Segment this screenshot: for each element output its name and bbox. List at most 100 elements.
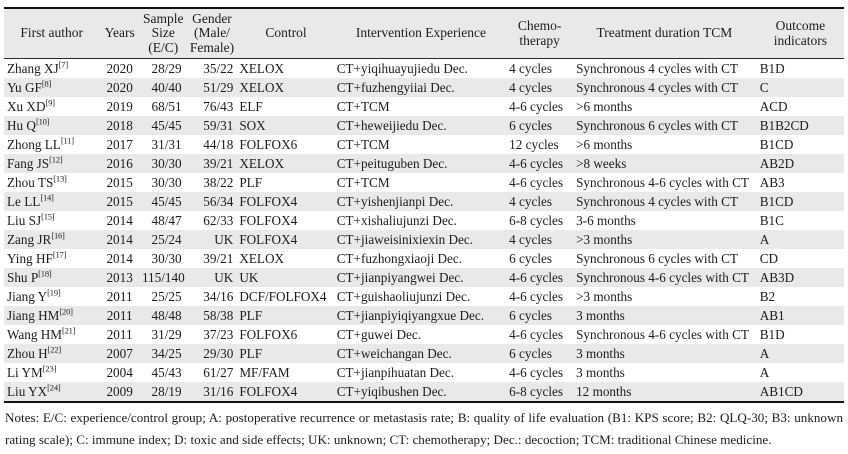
table-row: Liu SJ[15] 2014 48/47 62/33 FOLFOX4 CT+x…	[4, 211, 844, 230]
reference-superscript: [12]	[49, 154, 63, 165]
cell-years: 2011	[106, 327, 133, 342]
cell-outcome-indicators: AB3	[759, 175, 785, 190]
cell-sample-size: 34/25	[151, 346, 182, 361]
cell-treatment-duration: Synchronous 6 cycles with CT	[576, 251, 738, 266]
reference-superscript: [22]	[47, 344, 62, 355]
cell-gender: 56/34	[203, 194, 234, 209]
cell-sample-size: 45/43	[151, 365, 182, 380]
author-name: Zhong LL	[7, 137, 61, 152]
cell-gender: 34/16	[203, 289, 234, 304]
cell-control: FOLFOX6	[239, 327, 298, 342]
cell-control: FOLFOX4	[239, 232, 298, 247]
cell-outcome-indicators: AB1	[759, 308, 785, 323]
author-name: Zhang XJ	[7, 61, 59, 76]
cell-treatment-duration: Synchronous 4-6 cycles with CT	[576, 175, 749, 190]
cell-sample-size: 48/47	[151, 213, 182, 228]
reference-superscript: [23]	[42, 363, 57, 374]
author-name: Liu SJ	[7, 213, 42, 228]
cell-first-author: Zang JR[16]	[4, 230, 99, 249]
header-chemotherapy: Chemo- therapy	[507, 8, 573, 59]
cell-treatment-duration: 3 months	[576, 308, 625, 323]
cell-treatment-duration: Synchronous 4-6 cycles with CT	[576, 270, 749, 285]
cell-treatment-duration: 3 months	[576, 346, 625, 361]
table-row: Wang HM[21] 2011 31/29 37/23 FOLFOX6 CT+…	[4, 325, 844, 344]
cell-treatment-duration: Synchronous 4-6 cycles with CT	[576, 327, 749, 342]
cell-treatment-duration: 12 months	[576, 384, 632, 399]
reference-superscript: [19]	[47, 287, 61, 298]
cell-chemotherapy: 6 cycles	[509, 251, 552, 266]
author-name: Yu GF	[7, 80, 42, 95]
cell-intervention: CT+TCM	[336, 99, 390, 114]
cell-sample-size: 115/140	[141, 270, 185, 285]
table-header: First author Years Sample Size (E/C) Gen…	[4, 8, 844, 59]
cell-control: DCF/FOLFOX4	[239, 289, 327, 304]
cell-outcome-indicators: B1CD	[759, 194, 794, 209]
cell-outcome-indicators: AB3D	[759, 270, 795, 285]
cell-first-author: Ying HF[17]	[4, 249, 99, 268]
cell-first-author: Jiang HM[20]	[4, 306, 99, 325]
cell-intervention: CT+jianpiyangwei Dec.	[336, 270, 464, 285]
table-row: Li YM[23] 2004 45/43 61/27 MF/FAM CT+jia…	[4, 363, 844, 382]
cell-gender: 62/33	[203, 213, 234, 228]
cell-intervention: CT+yishenjianpi Dec.	[336, 194, 454, 209]
cell-control: XELOX	[239, 80, 284, 95]
author-name: Xu XD	[7, 99, 46, 114]
table-row: Zhou TS[13] 2015 30/30 38/22 PLF CT+TCM …	[4, 173, 844, 192]
cell-treatment-duration: >3 months	[576, 289, 633, 304]
reference-superscript: [13]	[53, 173, 67, 184]
cell-control: FOLFOX4	[239, 213, 298, 228]
cell-gender: 29/30	[203, 346, 234, 361]
cell-outcome-indicators: B1D	[759, 327, 785, 342]
cell-gender: 37/23	[203, 327, 234, 342]
reference-superscript: [7]	[58, 59, 69, 70]
cell-intervention: CT+jiaweisinixiexin Dec.	[336, 232, 474, 247]
cell-years: 2014	[106, 213, 133, 228]
cell-chemotherapy: 4-6 cycles	[509, 270, 563, 285]
author-name: Jiang Y	[7, 289, 48, 304]
cell-gender: 58/38	[203, 308, 234, 323]
author-name: Ying HF	[7, 251, 53, 266]
cell-sample-size: 25/25	[151, 289, 182, 304]
cell-sample-size: 30/30	[151, 156, 182, 171]
cell-outcome-indicators: A	[759, 365, 770, 380]
table-row: Zhou H[22] 2007 34/25 29/30 PLF CT+weich…	[4, 344, 844, 363]
cell-treatment-duration: Synchronous 6 cycles with CT	[576, 118, 738, 133]
cell-years: 2009	[106, 384, 133, 399]
cell-gender: 44/18	[203, 137, 234, 152]
cell-outcome-indicators: B1D	[759, 61, 785, 76]
cell-sample-size: 28/19	[151, 384, 182, 399]
studies-table: First author Years Sample Size (E/C) Gen…	[4, 7, 844, 403]
cell-years: 2014	[106, 232, 133, 247]
author-name: Li YM	[7, 365, 43, 380]
cell-years: 2020	[106, 61, 133, 76]
author-name: Fang JS	[7, 156, 50, 171]
cell-control: FOLFOX4	[239, 194, 298, 209]
cell-years: 2007	[106, 346, 133, 361]
cell-first-author: Li YM[23]	[4, 363, 99, 382]
cell-gender: 35/22	[203, 61, 234, 76]
cell-years: 2011	[106, 308, 133, 323]
cell-control: PLF	[239, 308, 263, 323]
cell-years: 2015	[106, 194, 133, 209]
cell-years: 2004	[106, 365, 133, 380]
cell-gender: UK	[214, 270, 234, 285]
table-body: Zhang XJ[7] 2020 28/29 35/22 XELOX CT+yi…	[4, 59, 844, 402]
cell-intervention: CT+jianpihuatan Dec.	[336, 365, 454, 380]
cell-first-author: Yu GF[8]	[4, 78, 99, 97]
cell-outcome-indicators: AB1CD	[759, 384, 803, 399]
cell-outcome-indicators: CD	[759, 251, 779, 266]
cell-control: XELOX	[239, 251, 284, 266]
cell-sample-size: 40/40	[151, 80, 182, 95]
cell-gender: 59/31	[203, 118, 234, 133]
cell-gender: 38/22	[203, 175, 234, 190]
cell-control: PLF	[239, 175, 263, 190]
cell-intervention: CT+guishaoliujunzi Dec.	[336, 289, 471, 304]
table-row: Zhong LL[11] 2017 31/31 44/18 FOLFOX6 CT…	[4, 135, 844, 154]
cell-intervention: CT+TCM	[336, 137, 390, 152]
cell-years: 2014	[106, 251, 133, 266]
cell-outcome-indicators: AB2D	[759, 156, 795, 171]
cell-intervention: CT+weichangan Dec.	[336, 346, 452, 361]
cell-intervention: CT+yiqihuayujiedu Dec.	[336, 61, 468, 76]
cell-gender: 39/21	[203, 251, 234, 266]
cell-control: FOLFOX6	[239, 137, 298, 152]
